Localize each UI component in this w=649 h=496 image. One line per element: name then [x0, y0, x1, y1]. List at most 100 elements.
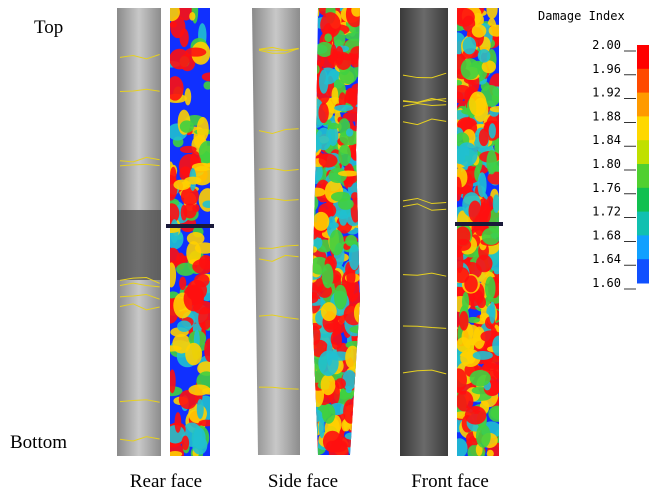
damage-blob — [324, 33, 332, 42]
damage-blob — [455, 239, 471, 251]
damage-blob — [459, 311, 468, 331]
damage-blob — [351, 83, 367, 94]
damage-blob — [179, 277, 186, 290]
damage-blob — [185, 47, 206, 56]
damage-blob — [486, 0, 497, 19]
damage-blob — [487, 450, 494, 458]
damage-blob — [469, 91, 487, 116]
damage-blob — [177, 321, 191, 332]
damage-blob — [161, 345, 182, 351]
damage-blob — [198, 307, 212, 330]
damage-blob — [197, 399, 204, 419]
colorbar-tick-label: 1.64 — [592, 252, 621, 266]
damage-blob — [462, 292, 469, 312]
damage-blob — [354, 303, 366, 324]
damage-blob — [202, 200, 214, 208]
damage-blob — [482, 228, 501, 245]
damage-blob — [185, 343, 202, 366]
damage-blob — [349, 325, 370, 333]
damage-blob — [307, 212, 314, 224]
damage-blob — [202, 388, 216, 395]
damage-blob — [169, 369, 176, 393]
damage-blob — [338, 144, 351, 166]
panel-caption: Rear face — [130, 471, 202, 492]
damage-blob — [194, 274, 209, 288]
damage-blob — [351, 58, 360, 67]
damage-blob — [454, 267, 470, 283]
damage-blob — [182, 436, 190, 451]
damage-blob — [451, 85, 472, 99]
damage-blob — [342, 390, 364, 398]
damage-blob — [489, 302, 495, 324]
damage-blob — [488, 406, 506, 422]
colorbar-segment — [637, 188, 649, 212]
damage-blob — [477, 296, 486, 308]
damage-blob — [334, 105, 353, 111]
damage-blob — [493, 194, 500, 213]
damage-blob — [302, 295, 318, 304]
colorbar-tick-label: 1.72 — [592, 205, 621, 219]
damage-blob — [478, 49, 491, 62]
damage-blob — [489, 25, 505, 37]
damage-blob — [168, 451, 182, 457]
damage-blob — [461, 58, 480, 79]
damage-blob — [485, 276, 496, 299]
damage-blob — [331, 330, 342, 350]
colorbar-segment — [637, 45, 649, 69]
top-label: Top — [34, 17, 63, 38]
damage-blob — [183, 204, 196, 219]
damage-blob — [325, 323, 338, 330]
damage-blob — [456, 337, 470, 352]
damage-blob — [175, 412, 182, 433]
damage-blob — [489, 123, 496, 138]
rear-joint — [166, 224, 214, 228]
rear-map — [160, 0, 218, 466]
damage-blob — [310, 246, 317, 252]
damage-blob — [318, 103, 328, 124]
colorbar-segment — [637, 164, 649, 188]
damage-blob — [450, 368, 467, 391]
damage-blob — [184, 286, 204, 311]
front-map — [447, 0, 509, 461]
damage-blob — [454, 8, 475, 27]
colorbar: 2.001.961.921.881.841.801.761.721.681.64… — [592, 38, 649, 290]
damage-blob — [330, 44, 337, 67]
damage-blob — [468, 201, 481, 223]
damage-blob — [473, 351, 493, 360]
damage-blob — [465, 406, 487, 425]
damage-blob — [345, 346, 360, 370]
bottom-label: Bottom — [10, 432, 67, 453]
damage-blob — [470, 370, 491, 386]
damage-blob — [306, 183, 314, 197]
damage-blob — [451, 438, 467, 458]
damage-blob — [323, 431, 342, 453]
damage-blob — [319, 70, 328, 94]
damage-blob — [166, 248, 180, 265]
colorbar-tick-label: 1.92 — [592, 86, 621, 100]
damage-blob — [308, 117, 318, 125]
damage-blob — [350, 46, 366, 59]
colorbar-tick-label: 1.60 — [592, 276, 621, 290]
colorbar-title: Damage Index — [538, 9, 625, 23]
damage-blob — [334, 285, 347, 310]
damage-blob — [331, 87, 338, 104]
damage-blob — [180, 146, 197, 153]
damage-blob — [459, 146, 465, 162]
damage-blob — [492, 336, 505, 356]
damage-blob — [345, 432, 361, 439]
damage-blob — [163, 3, 180, 21]
panel-caption: Front face — [411, 471, 489, 492]
damage-blob — [493, 365, 504, 379]
damage-blob — [189, 12, 195, 21]
damage-blob — [167, 76, 184, 100]
damage-blob — [313, 212, 329, 231]
damage-blob — [167, 262, 176, 287]
damage-blob — [344, 304, 364, 326]
damage-blob — [351, 192, 359, 200]
damage-blob — [309, 12, 319, 18]
damage-blob — [352, 427, 364, 447]
damage-blob — [202, 72, 218, 81]
damage-blob — [310, 17, 318, 35]
damage-blob — [303, 57, 319, 79]
damage-blob — [164, 203, 179, 223]
